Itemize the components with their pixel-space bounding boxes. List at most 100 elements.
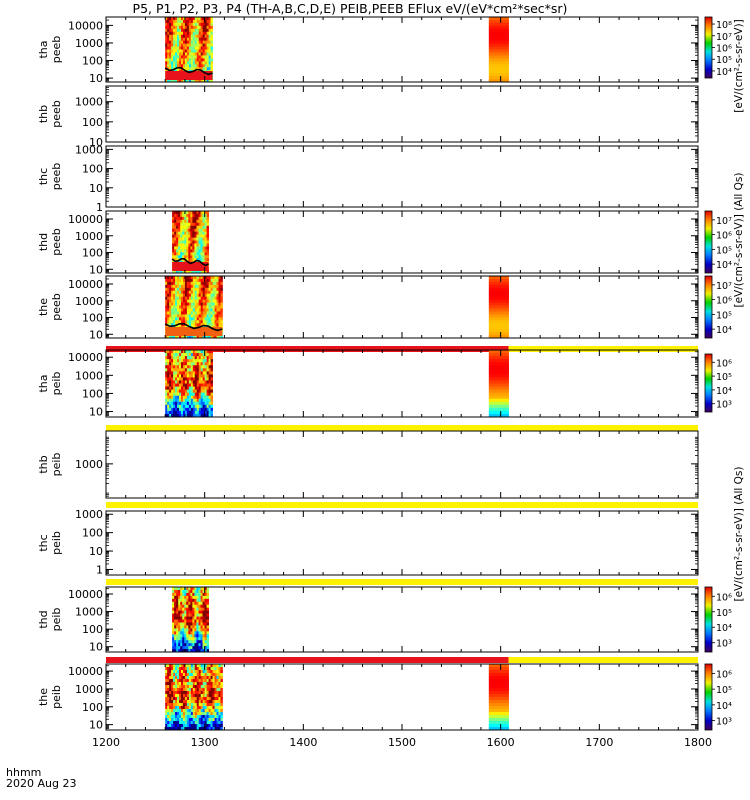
x-tick-label: 1400 xyxy=(289,736,317,749)
colorbar-tick-label: 10⁷ xyxy=(716,281,732,292)
panel-label-product: peeb xyxy=(50,293,63,321)
panel-thd-peeb: 10 100 1000 10000 thd peeb xyxy=(37,210,699,276)
y-tick-label: 100 xyxy=(82,623,103,636)
panel-label-product: peeb xyxy=(50,228,63,256)
y-tick-label: 1000 xyxy=(75,606,103,619)
y-tick-label: 10000 xyxy=(68,278,103,291)
colorbar-tick-label: 10⁵ xyxy=(716,245,732,256)
y-tick-label: 100 xyxy=(82,387,103,400)
colorbar-the-peib: 10³ 10⁴ 10⁵ 10⁶ xyxy=(704,663,732,731)
panel-label-product: peeb xyxy=(50,100,63,128)
bar-thb-peib-top-left xyxy=(106,425,698,431)
y-tick-label: 100 xyxy=(82,701,103,714)
panel-label-probe: tha xyxy=(37,40,50,58)
spectrogram-block xyxy=(488,664,509,731)
colorbar-tick-label: 10⁵ xyxy=(716,685,732,696)
spectrogram-block xyxy=(165,664,223,731)
colorbar-tick-label: 10⁵ xyxy=(716,55,732,66)
y-tick-label: 1000 xyxy=(75,508,103,521)
y-tick-label: 10 xyxy=(89,263,103,276)
panel-thc-peib: 1 10 100 1000 thc peib xyxy=(37,508,699,576)
panel-label-product: peib xyxy=(50,608,63,632)
x-tick-label: 1300 xyxy=(191,736,219,749)
colorbar-tick-label: 10⁴ xyxy=(716,260,732,271)
colorbar-tick-label: 10⁴ xyxy=(716,701,732,712)
spacecraft-potential-line xyxy=(171,258,209,267)
bar-thd-peib-top-left xyxy=(106,579,698,585)
y-tick-label: 100 xyxy=(82,247,103,260)
panel-thb-peib: 1000 thb peib xyxy=(37,430,699,499)
bar-the-peib-top-right xyxy=(508,657,698,663)
colorbar-tick-label: 10⁴ xyxy=(716,623,732,634)
y-tick-label: 100 xyxy=(82,163,103,176)
colorbar-units-label: [eV/(cm²-s-sr-eV)] xyxy=(733,19,745,112)
y-tick-label: 10 xyxy=(89,136,103,149)
colorbar-tick-label: 10⁷ xyxy=(716,32,732,43)
panel-tha-peib: 10 100 1000 10000 tha peib xyxy=(37,349,699,419)
panel-frame xyxy=(105,85,699,143)
panel-thd-peib: 10 100 1000 10000 thd peib xyxy=(37,586,699,654)
colorbar-tick-label: 10⁵ xyxy=(716,608,732,619)
colorbar-tick-label: 10⁶ xyxy=(716,358,732,369)
y-tick-label: 1 xyxy=(96,201,103,214)
colorbar-tick-label: 10⁶ xyxy=(716,296,732,307)
y-tick-label: 100 xyxy=(82,527,103,540)
y-tick-label: 1000 xyxy=(75,143,103,156)
panel-label-probe: the xyxy=(37,688,50,706)
panel-label-product: peeb xyxy=(50,36,63,64)
colorbar-tick-label: 10⁶ xyxy=(716,592,732,603)
spectrogram-block xyxy=(165,350,213,418)
panel-label-product: peib xyxy=(50,531,63,555)
spectrogram-block xyxy=(488,276,509,339)
y-tick-label: 10 xyxy=(89,328,103,341)
y-tick-label: 100 xyxy=(82,312,103,325)
low-energy-band xyxy=(165,71,213,80)
panel-label-probe: thc xyxy=(37,534,50,551)
y-tick-label: 10 xyxy=(89,182,103,195)
panel-label-probe: tha xyxy=(37,374,50,392)
y-tick-label: 10000 xyxy=(68,213,103,226)
y-tick-label: 10 xyxy=(89,406,103,419)
panel-the-peeb: 10 100 1000 10000 the peeb xyxy=(37,275,699,341)
spectrogram-block xyxy=(172,587,210,653)
y-tick-label: 100 xyxy=(82,55,103,68)
colorbar-tick-label: 10⁵ xyxy=(716,372,732,383)
y-tick-label: 10000 xyxy=(68,351,103,364)
low-energy-band xyxy=(165,327,223,336)
panel-label-probe: the xyxy=(37,298,50,316)
y-tick-label: 10 xyxy=(89,641,103,654)
y-tick-label: 10 xyxy=(89,719,103,732)
y-tick-label: 1000 xyxy=(75,96,103,109)
panel-label-product: peib xyxy=(50,453,63,477)
y-tick-label: 10000 xyxy=(68,19,103,32)
colorbar-tick-label: 10⁶ xyxy=(716,44,732,55)
y-tick-label: 10 xyxy=(89,545,103,558)
panel-tha-peeb: 10 100 1000 10000 tha peeb xyxy=(37,16,699,85)
colorbar-tick-label: 10⁷ xyxy=(716,216,732,227)
panel-frame xyxy=(105,145,699,208)
x-tick-label: 1600 xyxy=(487,736,515,749)
colorbar-tick-label: 10⁵ xyxy=(716,310,732,321)
panel-label-product: peib xyxy=(50,372,63,396)
colorbar-units-label: [eV/(cm²-s-sr-eV)] (All Qs) xyxy=(733,467,745,602)
time-unit-label: hhmm xyxy=(6,766,42,779)
colorbar-gradient xyxy=(704,210,713,274)
panel-label-probe: thd xyxy=(37,610,50,628)
y-tick-label: 100 xyxy=(82,116,103,129)
panel-thb-peeb: 10 100 1000 thb peeb xyxy=(37,85,699,149)
panel-label-product: peib xyxy=(50,685,63,709)
y-tick-label: 1000 xyxy=(75,295,103,308)
y-tick-label: 1000 xyxy=(75,230,103,243)
colorbar-gradient xyxy=(704,663,713,731)
x-tick-label: 1500 xyxy=(388,736,416,749)
panel-frame xyxy=(105,510,699,576)
colorbar-tick-label: 10³ xyxy=(716,717,732,728)
y-tick-label: 1000 xyxy=(75,458,103,471)
colorbar-gradient xyxy=(704,275,713,339)
plot-title: P5, P1, P2, P3, P4 (TH-A,B,C,D,E) PEIB,P… xyxy=(132,1,568,16)
date-label: 2020 Aug 23 xyxy=(6,777,77,790)
colorbar-tick-label: 10⁴ xyxy=(716,386,732,397)
colorbar-tick-label: 10⁶ xyxy=(716,669,732,680)
spacecraft-potential-line xyxy=(164,67,213,76)
